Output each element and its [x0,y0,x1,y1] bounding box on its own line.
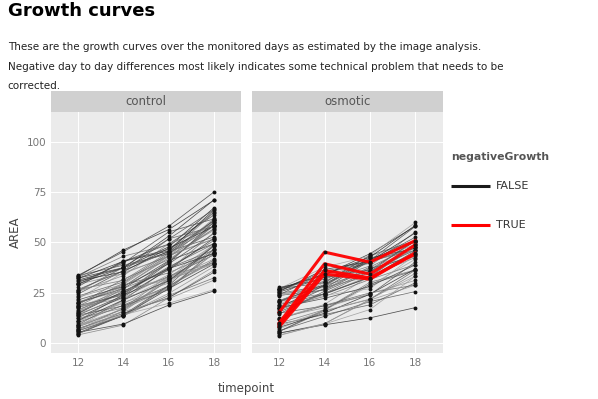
Text: TRUE: TRUE [496,220,526,231]
Text: osmotic: osmotic [324,95,370,108]
Text: Negative day to day differences most likely indicates some technical problem tha: Negative day to day differences most lik… [8,62,504,72]
Y-axis label: AREA: AREA [9,217,22,248]
Text: timepoint: timepoint [218,382,275,395]
Text: FALSE: FALSE [496,180,530,191]
Text: negativeGrowth: negativeGrowth [451,152,550,162]
Text: corrected.: corrected. [8,81,61,91]
Text: Growth curves: Growth curves [8,2,155,20]
Text: control: control [126,95,167,108]
Text: These are the growth curves over the monitored days as estimated by the image an: These are the growth curves over the mon… [8,42,481,52]
